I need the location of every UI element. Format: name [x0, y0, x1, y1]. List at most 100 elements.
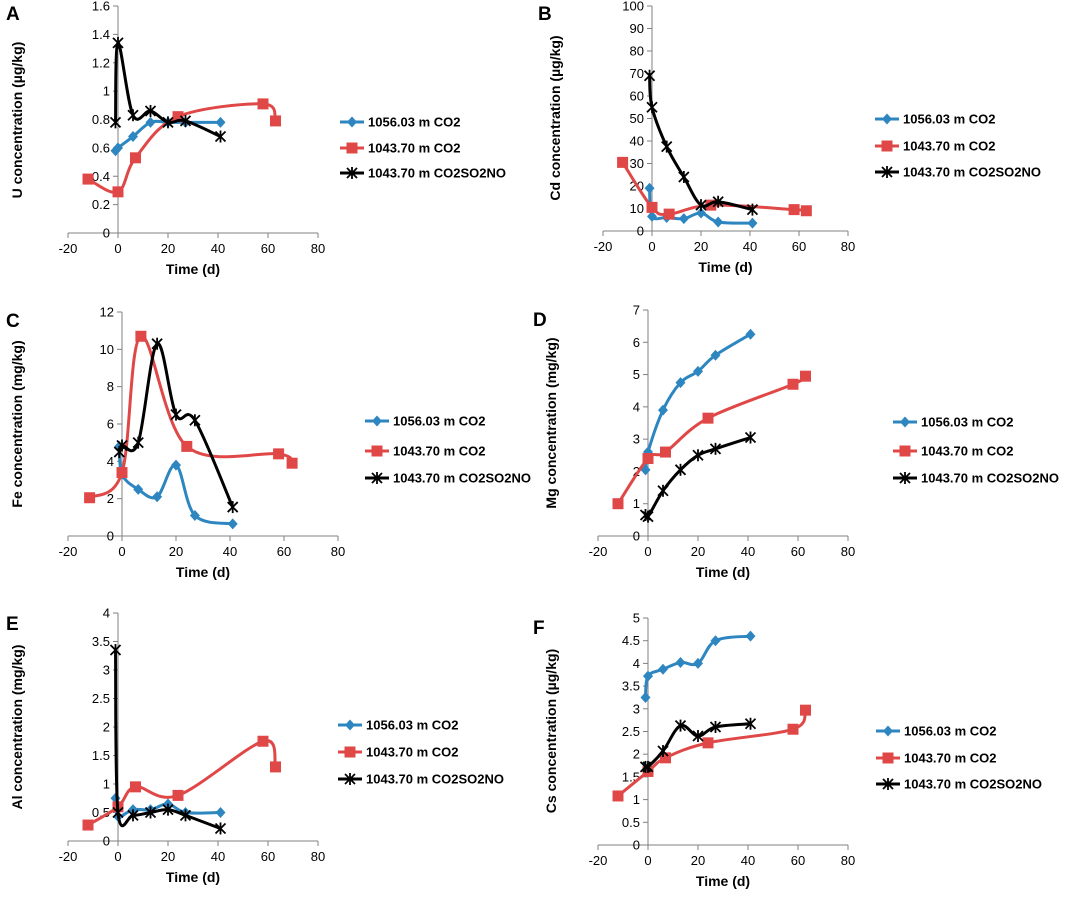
x-tick-label: 80: [841, 853, 855, 868]
y-tick-label: 90: [630, 21, 644, 36]
data-point: [617, 156, 629, 168]
x-tick-label: 40: [211, 241, 225, 256]
data-point: [640, 691, 651, 703]
y-tick-label: 4.5: [622, 633, 640, 648]
x-tick-label: -20: [59, 849, 78, 864]
series-1: [612, 704, 811, 802]
x-tick-label: 40: [743, 239, 757, 254]
data-point: [696, 207, 706, 219]
data-point: [657, 484, 669, 497]
data-point: [674, 719, 687, 732]
y-tick-label: 1: [633, 496, 640, 511]
x-tick-label: 60: [261, 241, 275, 256]
y-tick-label: 0.4: [92, 169, 110, 184]
data-point: [112, 36, 124, 49]
y-tick-label: 2: [633, 747, 640, 762]
x-tick-label: 80: [841, 544, 855, 559]
x-tick-label: 80: [331, 544, 345, 559]
series-1: [82, 735, 281, 831]
legend-entry: 1056.03 m CO2: [365, 414, 486, 429]
data-point: [705, 199, 717, 211]
data-point: [746, 203, 759, 216]
legend-label: 1043.70 m CO2: [368, 141, 461, 156]
x-tick-label: -20: [59, 544, 78, 559]
data-point: [112, 806, 124, 819]
y-tick-label: 70: [630, 66, 644, 81]
data-point: [82, 173, 94, 185]
x-axis-label: Time (d): [696, 564, 750, 580]
data-point: [151, 337, 163, 350]
legend-entry: 1056.03 m CO2: [893, 415, 1014, 430]
data-point: [744, 431, 757, 444]
data-point: [744, 717, 757, 730]
x-axis-label: Time (d): [696, 873, 750, 889]
legend-marker: [371, 445, 383, 457]
data-point: [112, 186, 124, 198]
data-point: [257, 98, 269, 110]
legend-marker: [899, 445, 911, 457]
legend-label: 1043.70 m CO2SO2NO: [921, 471, 1059, 486]
x-tick-label: 40: [741, 544, 755, 559]
legend-entry: 1056.03 m CO2: [338, 718, 459, 733]
data-point: [215, 116, 226, 128]
legend-label: 1043.70 m CO2: [903, 139, 996, 154]
data-point: [658, 663, 668, 675]
data-point: [657, 745, 669, 758]
data-point: [800, 704, 811, 716]
data-point: [109, 644, 122, 657]
y-tick-label: 0: [637, 224, 644, 239]
data-point: [646, 101, 658, 114]
legend-marker: [882, 752, 894, 764]
y-tick-label: 1.2: [92, 55, 110, 70]
legend-label: 1056.03 m CO2: [921, 415, 1014, 430]
data-point: [109, 116, 122, 129]
legend-entry: 1043.70 m CO2SO2NO: [365, 471, 531, 486]
data-point: [675, 377, 686, 389]
y-tick-label: 0.5: [622, 815, 640, 830]
y-tick-label: 5: [633, 367, 640, 382]
y-tick-label: 0: [633, 838, 640, 853]
series-0: [644, 182, 758, 229]
y-tick-label: 1.6: [92, 0, 110, 14]
panel-label: D: [533, 310, 547, 331]
y-tick-label: 0: [633, 529, 640, 544]
legend-entry: 1043.70 m CO2SO2NO: [338, 772, 504, 787]
x-tick-label: -20: [59, 241, 78, 256]
data-point: [702, 412, 714, 424]
y-tick-label: 3: [633, 701, 640, 716]
x-axis-label: Time (d): [698, 259, 752, 275]
x-axis-label: Time (d): [166, 261, 220, 277]
data-point: [130, 781, 141, 793]
data-point: [214, 822, 227, 835]
y-tick-label: 0: [107, 529, 114, 544]
y-tick-label: 0.8: [92, 112, 110, 127]
panel-label: C: [6, 311, 20, 332]
x-tick-label: 40: [211, 849, 225, 864]
legend-entry: 1056.03 m CO2: [340, 115, 461, 130]
series-2: [639, 717, 757, 773]
data-point: [84, 492, 96, 504]
legend-entry: 1056.03 m CO2: [875, 112, 996, 127]
x-tick-label: -20: [594, 239, 613, 254]
legend-marker: [900, 416, 910, 428]
y-tick-label: 10: [630, 201, 644, 216]
series-1: [84, 330, 298, 504]
legend-entry: 1043.70 m CO2: [365, 444, 486, 459]
data-point: [171, 459, 181, 471]
series-2: [109, 644, 227, 835]
series-line: [616, 374, 807, 505]
y-axis-label: Mg concentration (mg/kg): [543, 337, 559, 508]
data-point: [702, 737, 714, 749]
data-point: [133, 483, 144, 495]
legend-label: 1056.03 m CO2: [904, 724, 997, 739]
y-tick-label: 50: [630, 111, 644, 126]
x-tick-label: 80: [841, 239, 855, 254]
data-point: [152, 491, 163, 503]
legend-label: 1043.70 m CO2SO2NO: [366, 772, 504, 787]
legend-marker: [345, 719, 355, 731]
y-axis-label: Fe concentration (mg/kg): [9, 340, 25, 507]
data-point: [162, 803, 174, 816]
y-tick-label: 4: [107, 454, 114, 469]
